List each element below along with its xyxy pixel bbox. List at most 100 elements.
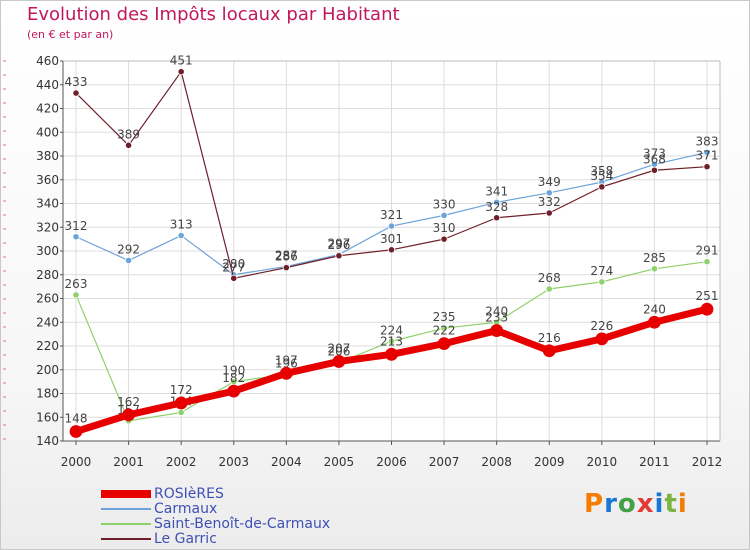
- line-chart: 140 160 180 200 220 240 260 280 300 320 340 360 380 4…: [3, 54, 723, 469]
- data-point-carmaux: [124, 256, 133, 265]
- data-point-le_garric: [703, 163, 711, 171]
- data-label-rosieres: 148: [65, 412, 88, 426]
- data-point-saint_benoit: [703, 258, 711, 266]
- data-point-rosieres: [332, 355, 346, 368]
- data-point-le_garric: [230, 274, 238, 282]
- data-label-le_garric: 286: [275, 250, 298, 264]
- data-label-saint_benoit: 206: [327, 345, 350, 359]
- data-point-rosieres: [385, 347, 398, 361]
- data-label-le_garric: 433: [65, 75, 88, 89]
- data-point-le_garric: [387, 246, 396, 254]
- data-point-rosieres: [700, 302, 714, 316]
- y-tick-label: 400: [36, 125, 59, 139]
- chart-subtitle: (en € et par an): [27, 28, 114, 41]
- data-label-saint_benoit: 291: [696, 244, 719, 258]
- data-label-carmaux: 292: [117, 243, 140, 257]
- data-point-le_garric: [177, 68, 185, 76]
- data-point-rosieres: [542, 344, 556, 358]
- x-tick-label: 2006: [376, 455, 407, 469]
- data-point-saint_benoit: [440, 324, 448, 332]
- y-tick-label: 220: [36, 339, 59, 353]
- legend-label-saint-benoit: Saint-Benoît-de-Carmaux: [154, 515, 331, 532]
- legend-swatch-le-garric: [101, 537, 151, 540]
- data-label-le_garric: 277: [222, 260, 245, 274]
- data-label-rosieres: 182: [222, 371, 245, 385]
- data-label-carmaux: 321: [380, 208, 403, 222]
- data-point-le_garric: [440, 235, 448, 243]
- y-tick-label: 460: [36, 54, 59, 68]
- data-label-rosieres: 172: [170, 383, 193, 397]
- data-point-le_garric: [72, 89, 80, 97]
- x-tick-label: 2003: [218, 455, 249, 469]
- y-tick-label: 340: [36, 197, 59, 211]
- data-label-carmaux: 383: [696, 134, 719, 148]
- data-point-rosieres: [174, 396, 188, 410]
- data-label-saint_benoit: 268: [538, 271, 561, 285]
- data-point-carmaux: [493, 198, 501, 206]
- data-point-le_garric: [598, 183, 606, 191]
- data-label-le_garric: 301: [380, 232, 403, 246]
- data-point-rosieres: [122, 408, 135, 422]
- x-tick-label: 2000: [61, 455, 92, 469]
- y-tick-label: 380: [36, 149, 59, 163]
- legend-label-rosieres: ROSIèRES: [154, 485, 224, 502]
- data-point-saint_benoit: [72, 291, 80, 299]
- data-point-carmaux: [545, 189, 553, 197]
- data-point-le_garric: [282, 264, 290, 272]
- data-label-le_garric: 332: [538, 195, 561, 209]
- data-label-rosieres: 233: [485, 311, 508, 325]
- data-label-carmaux: 330: [433, 197, 456, 211]
- y-tick-label: 260: [36, 292, 59, 306]
- y-tick-label: 240: [36, 315, 59, 329]
- y-tick-label: 300: [36, 244, 59, 258]
- data-point-carmaux: [440, 211, 448, 219]
- data-label-saint_benoit: 196: [275, 357, 298, 371]
- y-tick-label: 420: [36, 102, 59, 116]
- data-point-rosieres: [69, 425, 83, 438]
- y-tick-label: 280: [36, 268, 59, 282]
- legend-swatch-saint-benoit: [101, 522, 151, 525]
- x-tick-label: 2008: [481, 455, 512, 469]
- data-label-saint_benoit: 274: [590, 264, 613, 278]
- data-point-le_garric: [493, 214, 501, 222]
- legend-label-carmaux: Carmaux: [154, 500, 218, 517]
- x-tick-label: 2009: [534, 455, 565, 469]
- x-tick-label: 2011: [639, 455, 670, 469]
- data-label-carmaux: 280: [222, 257, 245, 271]
- y-tick-label: 440: [36, 78, 59, 92]
- data-label-carmaux: 349: [538, 175, 561, 189]
- data-label-rosieres: 251: [696, 289, 719, 303]
- data-label-le_garric: 389: [117, 127, 140, 141]
- x-tick-label: 2010: [587, 455, 618, 469]
- data-point-rosieres: [595, 332, 609, 346]
- data-label-carmaux: 341: [485, 184, 508, 198]
- data-label-le_garric: 296: [327, 238, 350, 252]
- legend-item-rosieres: ROSIèRES: [101, 485, 224, 502]
- data-label-rosieres: 226: [590, 319, 613, 333]
- data-point-saint_benoit: [177, 408, 185, 417]
- data-point-le_garric: [335, 252, 343, 260]
- legend-swatch-carmaux: [101, 507, 151, 510]
- data-label-carmaux: 287: [275, 248, 298, 262]
- data-label-le_garric: 368: [643, 152, 666, 166]
- data-point-rosieres: [279, 366, 293, 380]
- data-label-carmaux: 313: [170, 218, 193, 232]
- x-tick-label: 2002: [166, 455, 197, 469]
- x-tick-label: 2012: [692, 455, 723, 469]
- y-tick-label: 180: [36, 387, 59, 401]
- x-tick-label: 2007: [429, 455, 460, 469]
- data-point-rosieres: [227, 384, 241, 398]
- chart-title: Evolution des Impôts locaux par Habitant: [27, 4, 400, 25]
- data-label-saint_benoit: 240: [485, 304, 508, 318]
- data-label-saint_benoit: 224: [380, 323, 403, 337]
- data-point-saint_benoit: [387, 337, 396, 345]
- data-point-carmaux: [703, 148, 711, 157]
- legend-item-carmaux: Carmaux: [101, 500, 218, 517]
- data-label-le_garric: 371: [696, 149, 719, 163]
- data-point-rosieres: [648, 315, 661, 329]
- data-point-saint_benoit: [545, 285, 553, 293]
- x-tick-label: 2004: [271, 455, 302, 469]
- legend-swatch-rosieres: [101, 489, 151, 498]
- data-label-saint_benoit: 285: [643, 251, 666, 265]
